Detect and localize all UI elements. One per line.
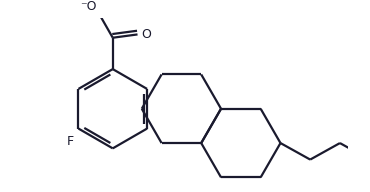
Text: F: F bbox=[66, 135, 74, 148]
Text: O: O bbox=[141, 28, 151, 41]
Text: ⁻O: ⁻O bbox=[81, 0, 97, 13]
